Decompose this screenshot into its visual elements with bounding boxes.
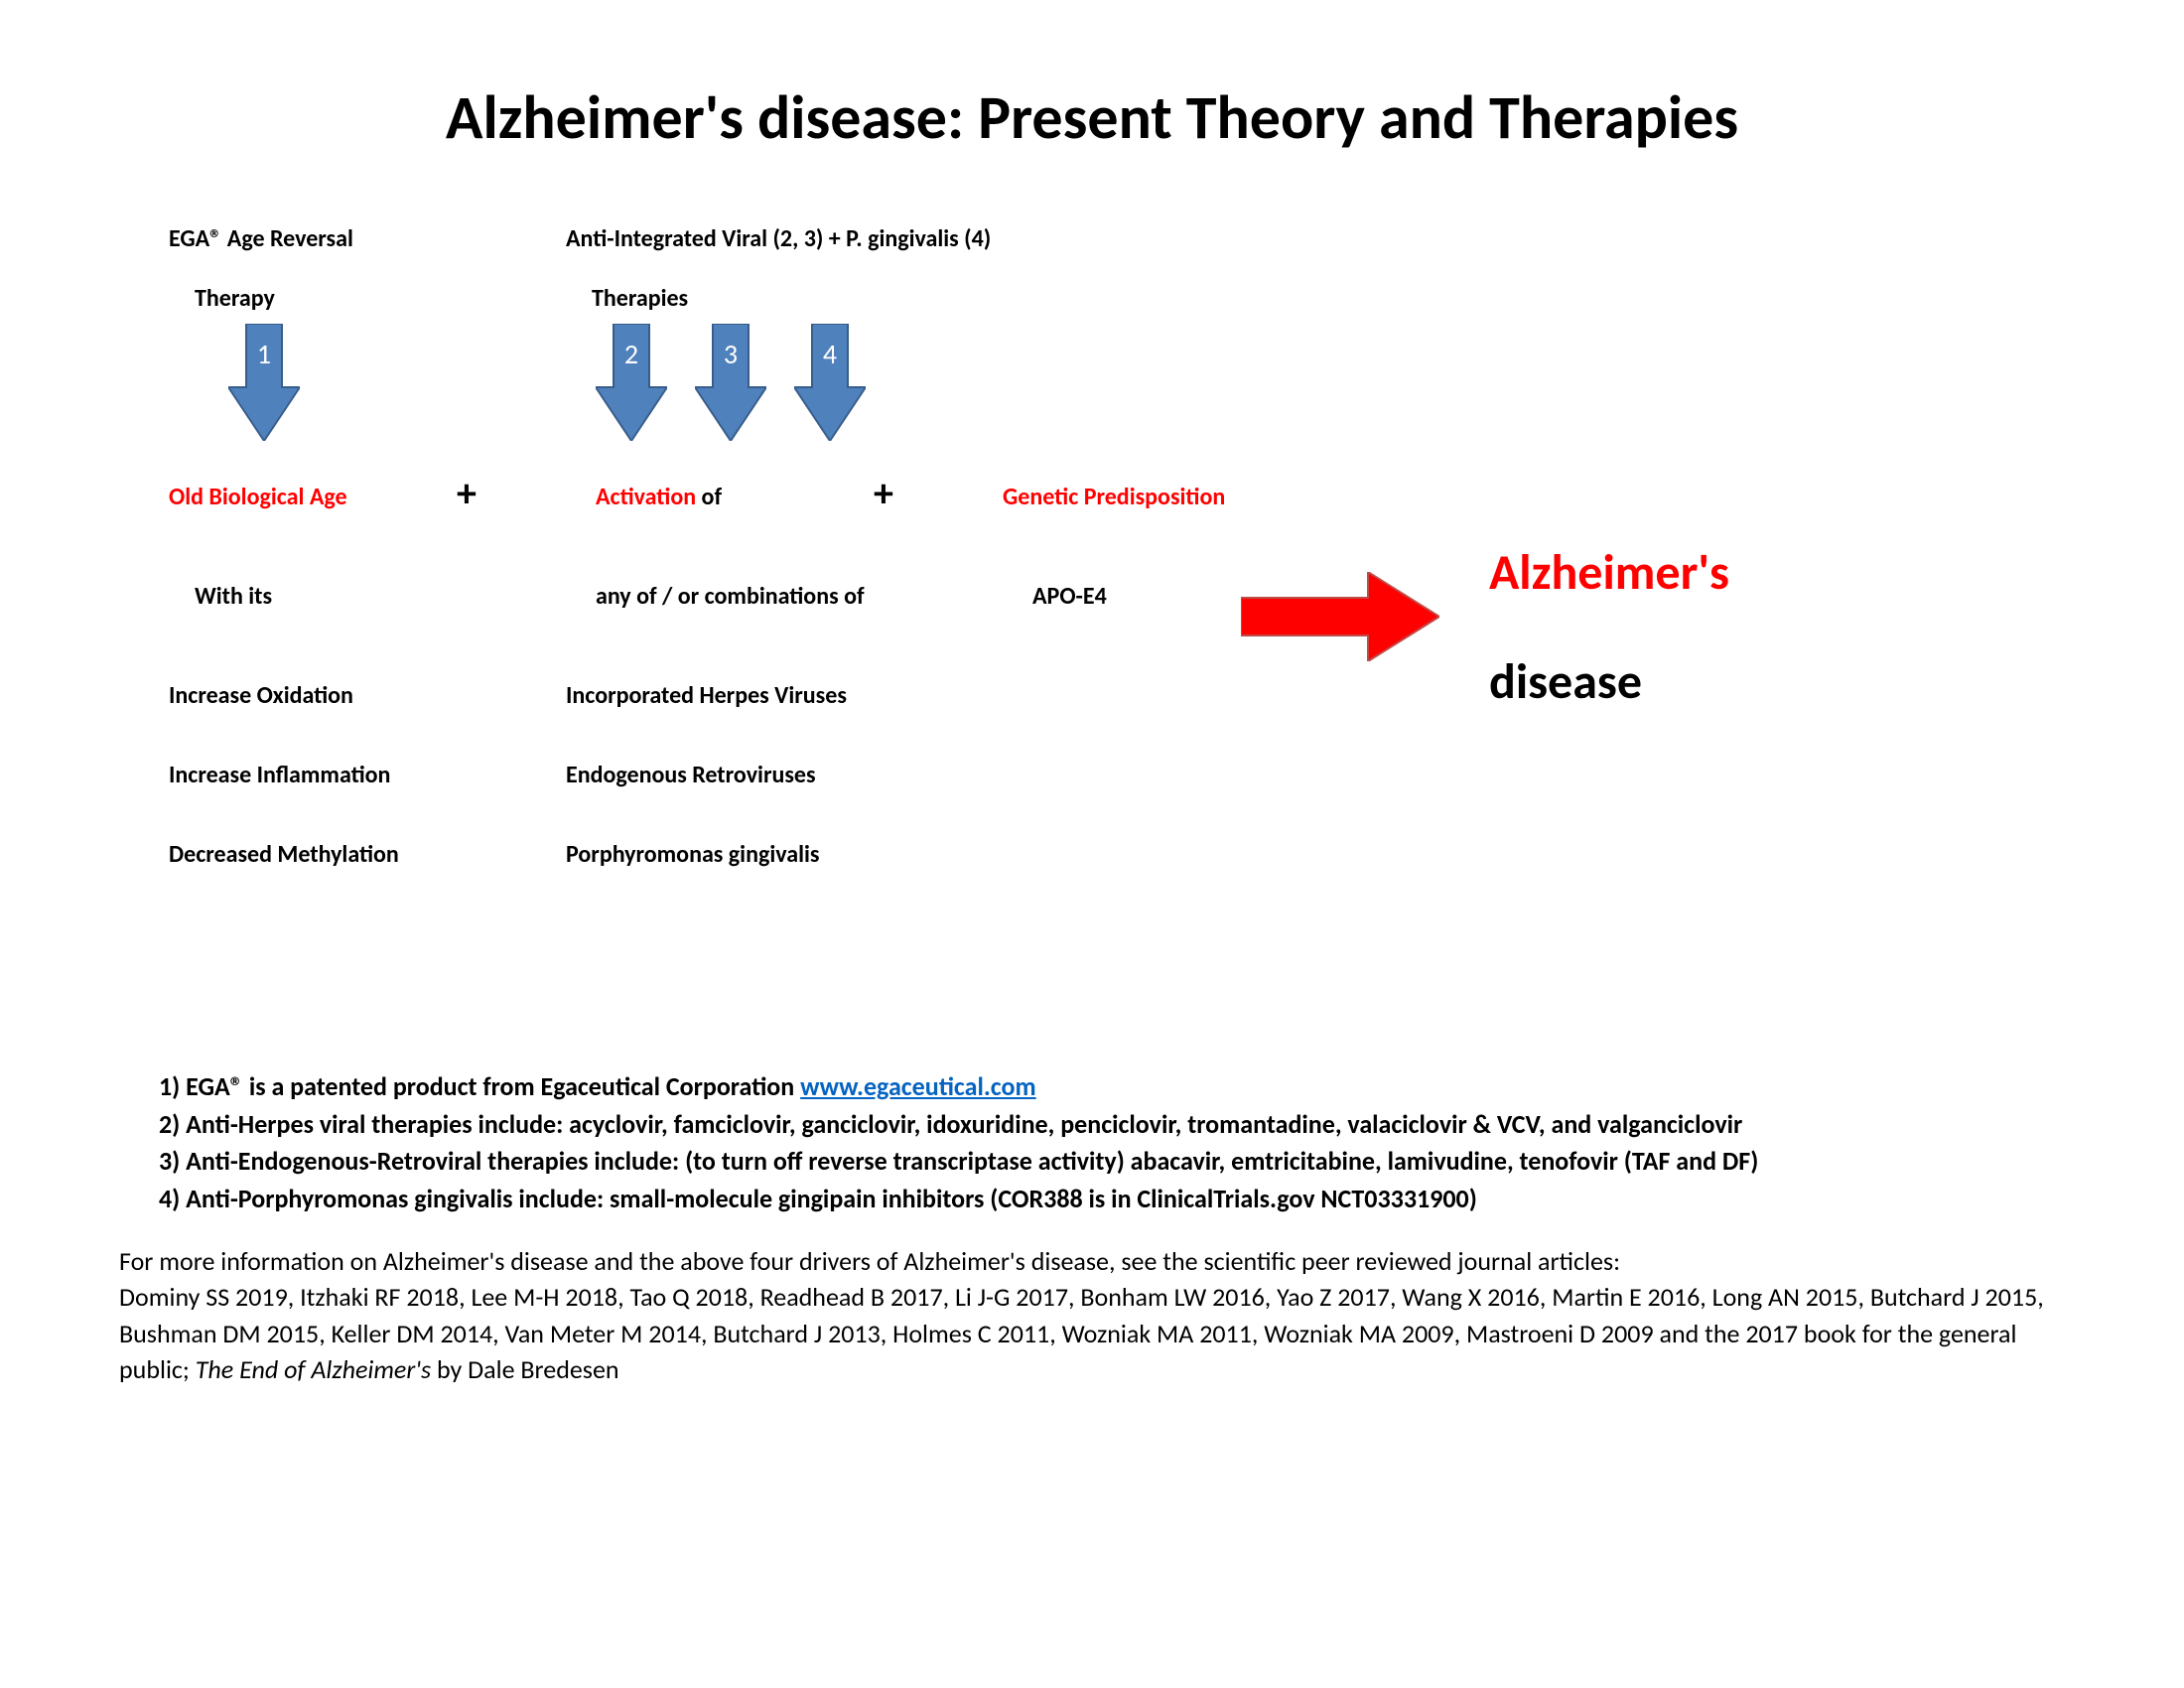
col2-item-1: Endogenous Retroviruses xyxy=(566,761,816,789)
refs-body-wrap: Dominy SS 2019, Itzhaki RF 2018, Lee M-H… xyxy=(119,1279,2065,1387)
col2-header: Anti-Integrated Viral (2, 3) + P. gingiv… xyxy=(566,224,991,253)
page-title: Alzheimer's disease: Present Theory and … xyxy=(119,79,2065,155)
col2-line1: any of / or combinations of xyxy=(596,582,865,611)
col2-sub: Therapies xyxy=(592,284,688,313)
col1-line1: With its xyxy=(195,582,272,611)
page: Alzheimer's disease: Present Theory and … xyxy=(0,0,2184,1688)
col2-red-label: Activation xyxy=(596,483,696,511)
arrow-2-label: 2 xyxy=(624,337,638,371)
col3-red-label: Genetic Predisposition xyxy=(1003,483,1225,511)
diagram-area: EGA® Age Reversal Therapy Anti-Integrate… xyxy=(169,224,2115,1039)
col1-item-0: Increase Oxidation xyxy=(169,681,353,710)
col1-item-2: Decreased Methylation xyxy=(169,840,399,869)
arrow-1-label: 1 xyxy=(257,337,271,371)
down-arrow-2: 2 xyxy=(596,324,667,441)
note-4: 4) Anti-Porphyromonas gingivalis include… xyxy=(159,1181,2065,1218)
plus-1: + xyxy=(457,469,477,517)
down-arrow-4: 4 xyxy=(794,324,866,441)
arrow-4-label: 4 xyxy=(823,337,837,371)
references: For more information on Alzheimer's dise… xyxy=(119,1243,2065,1388)
col1-header: EGA® Age Reversal xyxy=(169,224,353,253)
col3-line1: APO-E4 xyxy=(1032,582,1107,611)
note-2: 2) Anti-Herpes viral therapies include: … xyxy=(159,1106,2065,1144)
note-1-link[interactable]: www.egaceutical.com xyxy=(800,1070,1036,1102)
col2-item-0: Incorporated Herpes Viruses xyxy=(566,681,847,710)
notes-list: 1) EGA® is a patented product from Egace… xyxy=(159,1068,2065,1218)
refs-book: The End of Alzheimer's xyxy=(196,1353,431,1385)
col2-red-wrap: Activation of xyxy=(596,483,722,511)
down-arrow-3: 3 xyxy=(695,324,766,441)
plus-2: + xyxy=(874,469,893,517)
col1-red-label: Old Biological Age xyxy=(169,483,347,511)
note-1: 1) EGA® is a patented product from Egace… xyxy=(159,1068,2065,1106)
arrow-3-label: 3 xyxy=(724,337,738,371)
col1-sub: Therapy xyxy=(195,284,275,313)
refs-intro: For more information on Alzheimer's dise… xyxy=(119,1243,2065,1279)
col1-item-1: Increase Inflammation xyxy=(169,761,390,789)
note-3: 3) Anti-Endogenous-Retroviral therapies … xyxy=(159,1143,2065,1181)
result-line2: disease xyxy=(1489,651,1642,712)
note-1-pre: 1) EGA® is a patented product from Egace… xyxy=(159,1070,800,1102)
col2-after-red: of xyxy=(696,483,722,511)
result-line1: Alzheimer's xyxy=(1489,542,1729,603)
right-arrow xyxy=(1241,572,1439,661)
down-arrow-1: 1 xyxy=(228,324,300,441)
refs-tail: by Dale Bredesen xyxy=(431,1353,618,1385)
col2-item-2: Porphyromonas gingivalis xyxy=(566,840,819,869)
